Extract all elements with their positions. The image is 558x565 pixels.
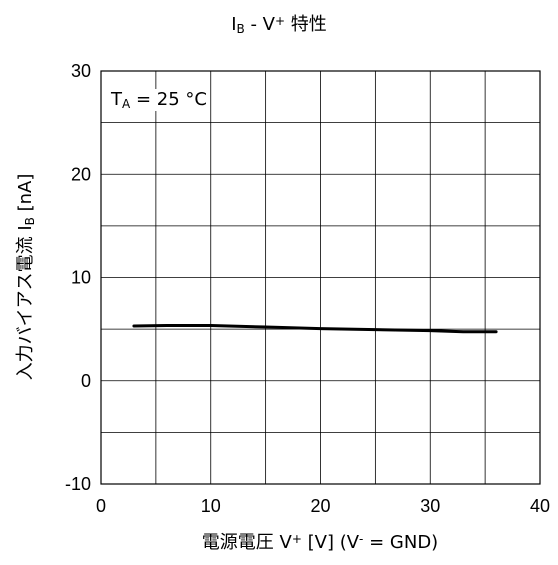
y-tick-label: 10 xyxy=(71,268,91,288)
x-tick-label: 20 xyxy=(310,496,330,516)
y-tick-labels: -10 0 10 20 30 xyxy=(65,61,91,494)
x-tick-label: 30 xyxy=(420,496,440,516)
y-tick-label: -10 xyxy=(65,474,91,494)
y-axis-label: 入力バイアス電流 IB [nA] xyxy=(15,173,37,381)
plot-frame xyxy=(100,70,541,485)
series-group xyxy=(132,324,498,334)
y-tick-label: 20 xyxy=(71,164,91,184)
data-series-line xyxy=(132,324,498,334)
grid xyxy=(101,71,540,484)
x-tick-label: 40 xyxy=(530,496,550,516)
chart-title: IB - V+ 特性 xyxy=(231,14,327,36)
y-tick-label: 30 xyxy=(71,61,91,81)
temperature-annotation: TA = 25 °C xyxy=(109,89,209,111)
y-tick-label: 0 xyxy=(81,371,91,391)
x-tick-labels: 0 10 20 30 40 xyxy=(96,496,550,516)
x-axis-label: 電源電圧 V+ [V] (V- = GND) xyxy=(201,532,439,553)
x-tick-label: 0 xyxy=(96,496,106,516)
x-tick-label: 10 xyxy=(201,496,221,516)
